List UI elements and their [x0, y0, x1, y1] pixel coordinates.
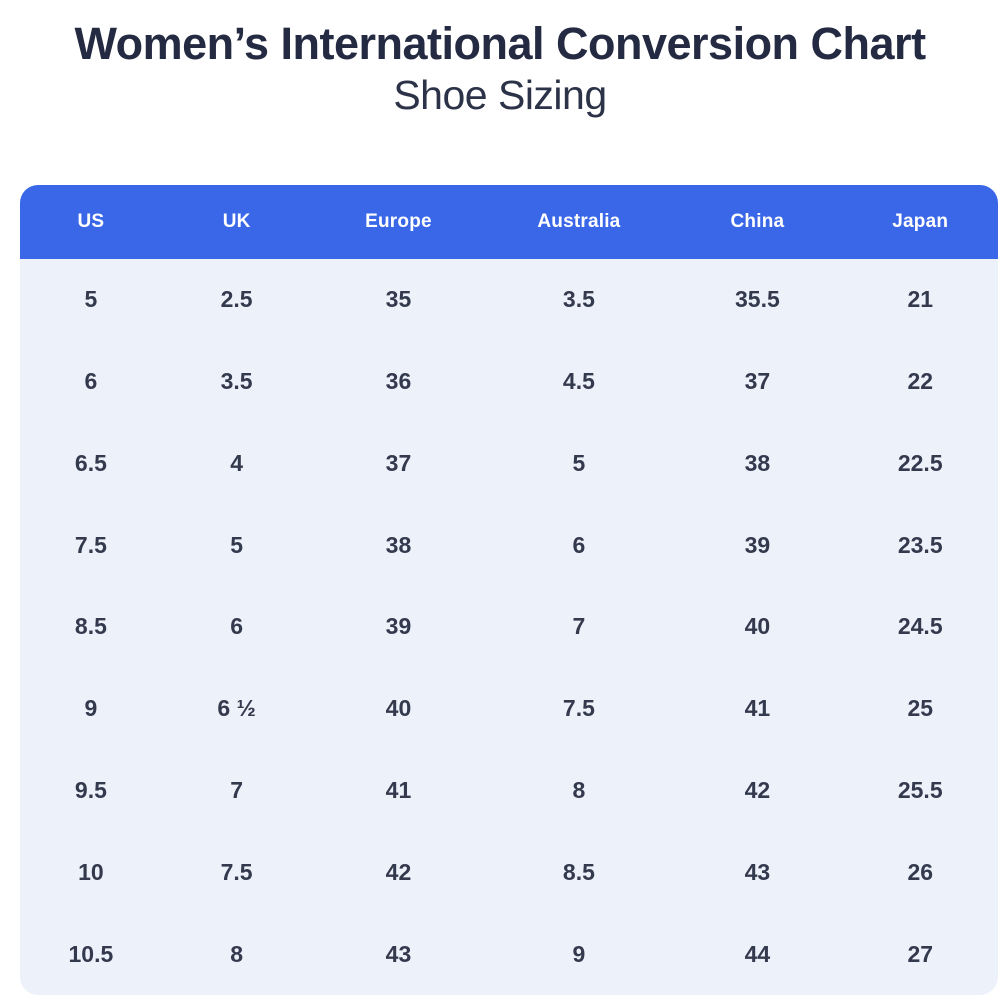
table-cell: 42 [385, 858, 412, 885]
table-body: 5 2.5 35 3.5 35.5 21 6 3.5 36 4.5 37 22 6.5 4 37 5 38 22.… [20, 259, 998, 995]
table-cell: 6 [230, 613, 243, 640]
table-cell: 39 [744, 531, 771, 558]
table-cell: 27 [907, 940, 934, 967]
table-row: 10.5 8 43 9 44 27 [20, 913, 998, 995]
table-row: 7.5 5 38 6 39 23.5 [20, 504, 998, 586]
table-cell: 10 [78, 858, 104, 885]
table-cell: 8.5 [562, 858, 595, 885]
table-cell: 3.5 [220, 368, 253, 395]
table-row: 9.5 7 41 8 42 25.5 [20, 750, 998, 832]
table-cell: 10.5 [68, 940, 114, 967]
table-cell: 6 [572, 531, 586, 558]
table-cell: 5 [230, 531, 243, 558]
table-cell: 22 [907, 368, 934, 395]
table-cell: 9 [84, 695, 98, 722]
column-header-uk: UK [161, 185, 312, 259]
table-cell: 38 [385, 531, 412, 558]
conversion-table: US UK Europe Australia China Japan 5 2.5 35 3.5 3… [20, 185, 998, 995]
column-header-us: US [20, 185, 162, 259]
table-header-row: US UK Europe Australia China Japan [20, 185, 998, 259]
table-cell: 7.5 [74, 531, 107, 558]
table-row: 6.5 4 37 5 38 22.5 [20, 423, 998, 505]
table-cell: 43 [744, 858, 771, 885]
page-header: Women’s International Conversion Chart S… [0, 0, 1000, 118]
table-cell: 37 [744, 368, 771, 395]
table-cell: 41 [744, 695, 771, 722]
table-cell: 39 [385, 613, 412, 640]
table-cell: 8 [230, 940, 243, 967]
table-cell: 44 [744, 940, 771, 967]
table-cell: 2.5 [220, 286, 253, 313]
table-cell: 8 [572, 776, 586, 803]
table-cell: 9 [572, 940, 586, 967]
table-cell: 4.5 [562, 368, 595, 395]
table-cell: 43 [385, 940, 412, 967]
page-title: Women’s International Conversion Chart [74, 18, 926, 69]
table-cell: 21 [907, 286, 934, 313]
column-header-china: China [672, 185, 843, 259]
table-cell: 7 [230, 776, 243, 803]
column-header-japan: Japan [842, 185, 998, 259]
table-cell: 41 [385, 776, 412, 803]
table-cell: 8.5 [74, 613, 107, 640]
table-cell: 37 [385, 449, 412, 476]
table-cell: 23.5 [897, 531, 943, 558]
table-cell: 7.5 [562, 695, 595, 722]
table-cell: 4 [230, 449, 243, 476]
table-head: US UK Europe Australia China Japan [20, 185, 998, 259]
table-row: 8.5 6 39 7 40 24.5 [20, 586, 998, 668]
table-row: 9 6 ½ 40 7.5 41 25 [20, 668, 998, 750]
page-subtitle: Shoe Sizing [393, 71, 607, 118]
table-cell: 24.5 [897, 613, 943, 640]
table-cell: 25.5 [897, 776, 943, 803]
table-cell: 6 [84, 368, 98, 395]
column-header-europe: Europe [311, 185, 486, 259]
table-cell: 40 [385, 695, 412, 722]
table-cell: 5 [84, 286, 98, 313]
table-cell: 3.5 [562, 286, 595, 313]
table-cell: 25 [907, 695, 934, 722]
table-cell: 7 [572, 613, 586, 640]
table-cell: 35.5 [735, 286, 780, 313]
shoe-size-table: US UK Europe Australia China Japan 5 2.5 35 3.5 3… [20, 185, 998, 995]
table-cell: 42 [744, 776, 771, 803]
table-cell: 35 [385, 286, 412, 313]
table-cell: 40 [744, 613, 771, 640]
table-cell: 6 ½ [217, 695, 256, 722]
column-header-australia: Australia [485, 185, 673, 259]
table-cell: 22.5 [897, 449, 943, 476]
table-row: 5 2.5 35 3.5 35.5 21 [20, 259, 998, 341]
table-cell: 6.5 [74, 449, 107, 476]
table-row: 6 3.5 36 4.5 37 22 [20, 341, 998, 423]
table-cell: 38 [744, 449, 771, 476]
table-cell: 5 [572, 449, 586, 476]
table-cell: 36 [385, 368, 412, 395]
table-cell: 7.5 [220, 858, 253, 885]
table-cell: 9.5 [74, 776, 107, 803]
table-cell: 26 [907, 858, 934, 885]
table-row: 10 7.5 42 8.5 43 26 [20, 831, 998, 913]
